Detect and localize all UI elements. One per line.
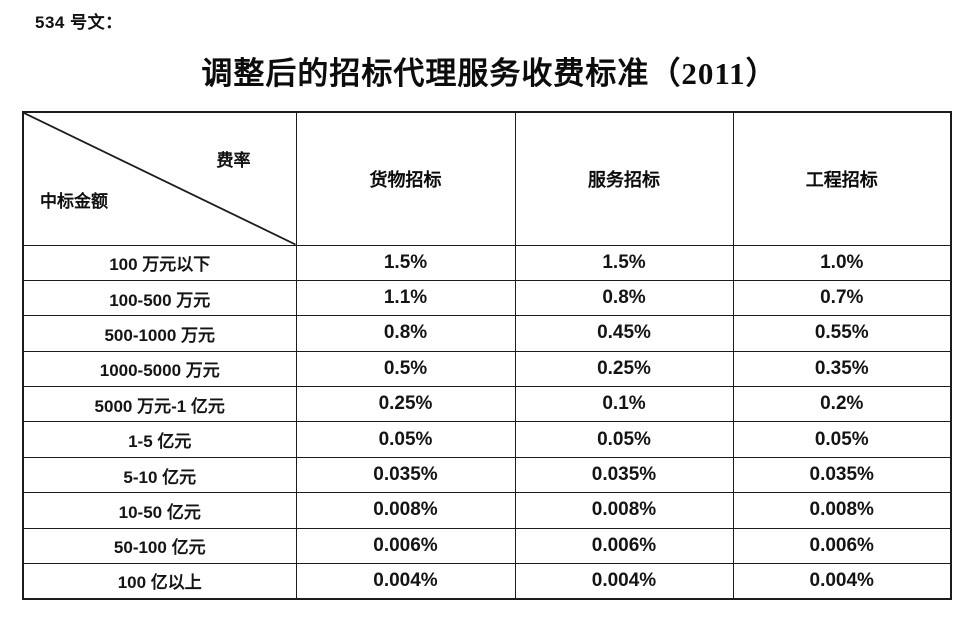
rate-services: 0.008%	[514, 492, 734, 529]
rate-goods: 1.1%	[295, 279, 516, 317]
row-amount: 100 万元以下	[22, 244, 297, 281]
rate-engineering: 0.035%	[732, 456, 952, 494]
rate-goods: 0.035%	[295, 456, 516, 494]
rate-goods: 0.008%	[295, 492, 516, 529]
diagonal-line	[24, 113, 296, 245]
rate-services: 0.006%	[514, 527, 734, 565]
table-row: 50-100 亿元 0.006% 0.006% 0.006%	[22, 527, 952, 565]
rate-engineering: 0.05%	[732, 421, 952, 458]
table-row: 100 万元以下 1.5% 1.5% 1.0%	[22, 244, 952, 281]
row-amount: 100-500 万元	[22, 279, 297, 317]
column-header-services: 服务招标	[514, 111, 734, 246]
table-row: 1000-5000 万元 0.5% 0.25% 0.35%	[22, 350, 952, 388]
rate-services: 0.25%	[514, 350, 734, 388]
row-amount: 5-10 亿元	[22, 456, 297, 494]
rate-engineering: 0.006%	[732, 527, 952, 565]
rate-goods: 0.006%	[295, 527, 516, 565]
row-amount: 1-5 亿元	[22, 421, 297, 458]
rate-engineering: 1.0%	[732, 244, 952, 281]
corner-label-amount: 中标金额	[40, 192, 108, 211]
row-amount: 50-100 亿元	[22, 527, 297, 565]
table-row: 1-5 亿元 0.05% 0.05% 0.05%	[22, 421, 952, 458]
rate-goods: 0.25%	[295, 386, 516, 423]
fee-table: 费率 中标金额 货物招标 服务招标 工程招标 100 万元以下 1.5% 1.5…	[22, 111, 952, 600]
rate-services: 0.45%	[514, 315, 734, 352]
rate-goods: 0.8%	[295, 315, 516, 352]
doc-number-label: 534 号文：	[35, 13, 123, 32]
table-row: 100-500 万元 1.1% 0.8% 0.7%	[22, 279, 952, 317]
rate-engineering: 0.2%	[732, 386, 952, 423]
table-row: 5000 万元-1 亿元 0.25% 0.1% 0.2%	[22, 386, 952, 423]
header-row: 费率 中标金额 货物招标 服务招标 工程招标	[22, 111, 952, 246]
rate-engineering: 0.008%	[732, 492, 952, 529]
row-amount: 500-1000 万元	[22, 315, 297, 352]
table-row: 500-1000 万元 0.8% 0.45% 0.55%	[22, 315, 952, 352]
rate-services: 0.004%	[514, 563, 734, 600]
rate-services: 0.1%	[514, 386, 734, 423]
row-amount: 1000-5000 万元	[22, 350, 297, 388]
rate-services: 0.035%	[514, 456, 734, 494]
corner-cell: 费率 中标金额	[22, 111, 297, 246]
page-title: 调整后的招标代理服务收费标准（2011）	[201, 56, 778, 91]
column-header-engineering: 工程招标	[732, 111, 952, 246]
rate-services: 0.8%	[514, 279, 734, 317]
table-row: 10-50 亿元 0.008% 0.008% 0.008%	[22, 492, 952, 529]
corner-label-rate: 费率	[216, 151, 251, 170]
rate-services: 1.5%	[514, 244, 734, 281]
rate-goods: 0.004%	[295, 563, 516, 600]
table-row: 100 亿以上 0.004% 0.004% 0.004%	[22, 563, 952, 600]
rate-engineering: 0.004%	[732, 563, 952, 600]
rate-engineering: 0.7%	[732, 279, 952, 317]
row-amount: 5000 万元-1 亿元	[22, 386, 297, 423]
rate-goods: 0.05%	[295, 421, 516, 458]
row-amount: 10-50 亿元	[22, 492, 297, 529]
rate-engineering: 0.35%	[732, 350, 952, 388]
rate-goods: 1.5%	[295, 244, 516, 281]
row-amount: 100 亿以上	[22, 563, 297, 600]
table-row: 5-10 亿元 0.035% 0.035% 0.035%	[22, 456, 952, 494]
column-header-goods: 货物招标	[295, 111, 516, 246]
rate-goods: 0.5%	[295, 350, 516, 388]
rate-services: 0.05%	[514, 421, 734, 458]
rate-engineering: 0.55%	[732, 315, 952, 352]
